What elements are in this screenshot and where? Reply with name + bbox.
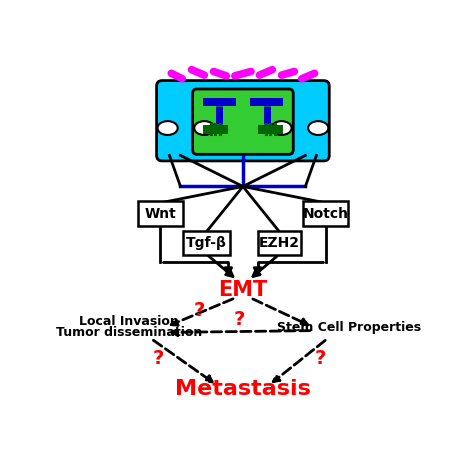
Text: Stem Cell Properties: Stem Cell Properties — [277, 321, 421, 334]
Text: ?: ? — [193, 301, 204, 320]
Text: EZH2: EZH2 — [259, 236, 300, 250]
FancyBboxPatch shape — [137, 201, 183, 226]
Text: Tumor dissemination: Tumor dissemination — [56, 326, 202, 339]
Text: ?: ? — [234, 310, 245, 329]
Ellipse shape — [194, 121, 214, 135]
Bar — [250, 98, 283, 106]
FancyBboxPatch shape — [258, 231, 301, 255]
Bar — [202, 98, 236, 106]
Text: ?: ? — [314, 349, 326, 368]
Text: Metastasis: Metastasis — [175, 379, 311, 399]
Ellipse shape — [157, 121, 178, 135]
FancyBboxPatch shape — [303, 201, 348, 226]
FancyBboxPatch shape — [192, 89, 293, 155]
Text: ?: ? — [153, 349, 164, 368]
Text: EMT: EMT — [219, 281, 267, 301]
Ellipse shape — [272, 121, 292, 135]
FancyBboxPatch shape — [182, 231, 230, 255]
Text: Tgf-β: Tgf-β — [186, 236, 227, 250]
Ellipse shape — [308, 121, 328, 135]
Text: Local Invasion: Local Invasion — [79, 315, 179, 328]
Text: Notch: Notch — [302, 207, 348, 221]
Text: Wnt: Wnt — [145, 207, 176, 221]
FancyBboxPatch shape — [156, 81, 329, 161]
